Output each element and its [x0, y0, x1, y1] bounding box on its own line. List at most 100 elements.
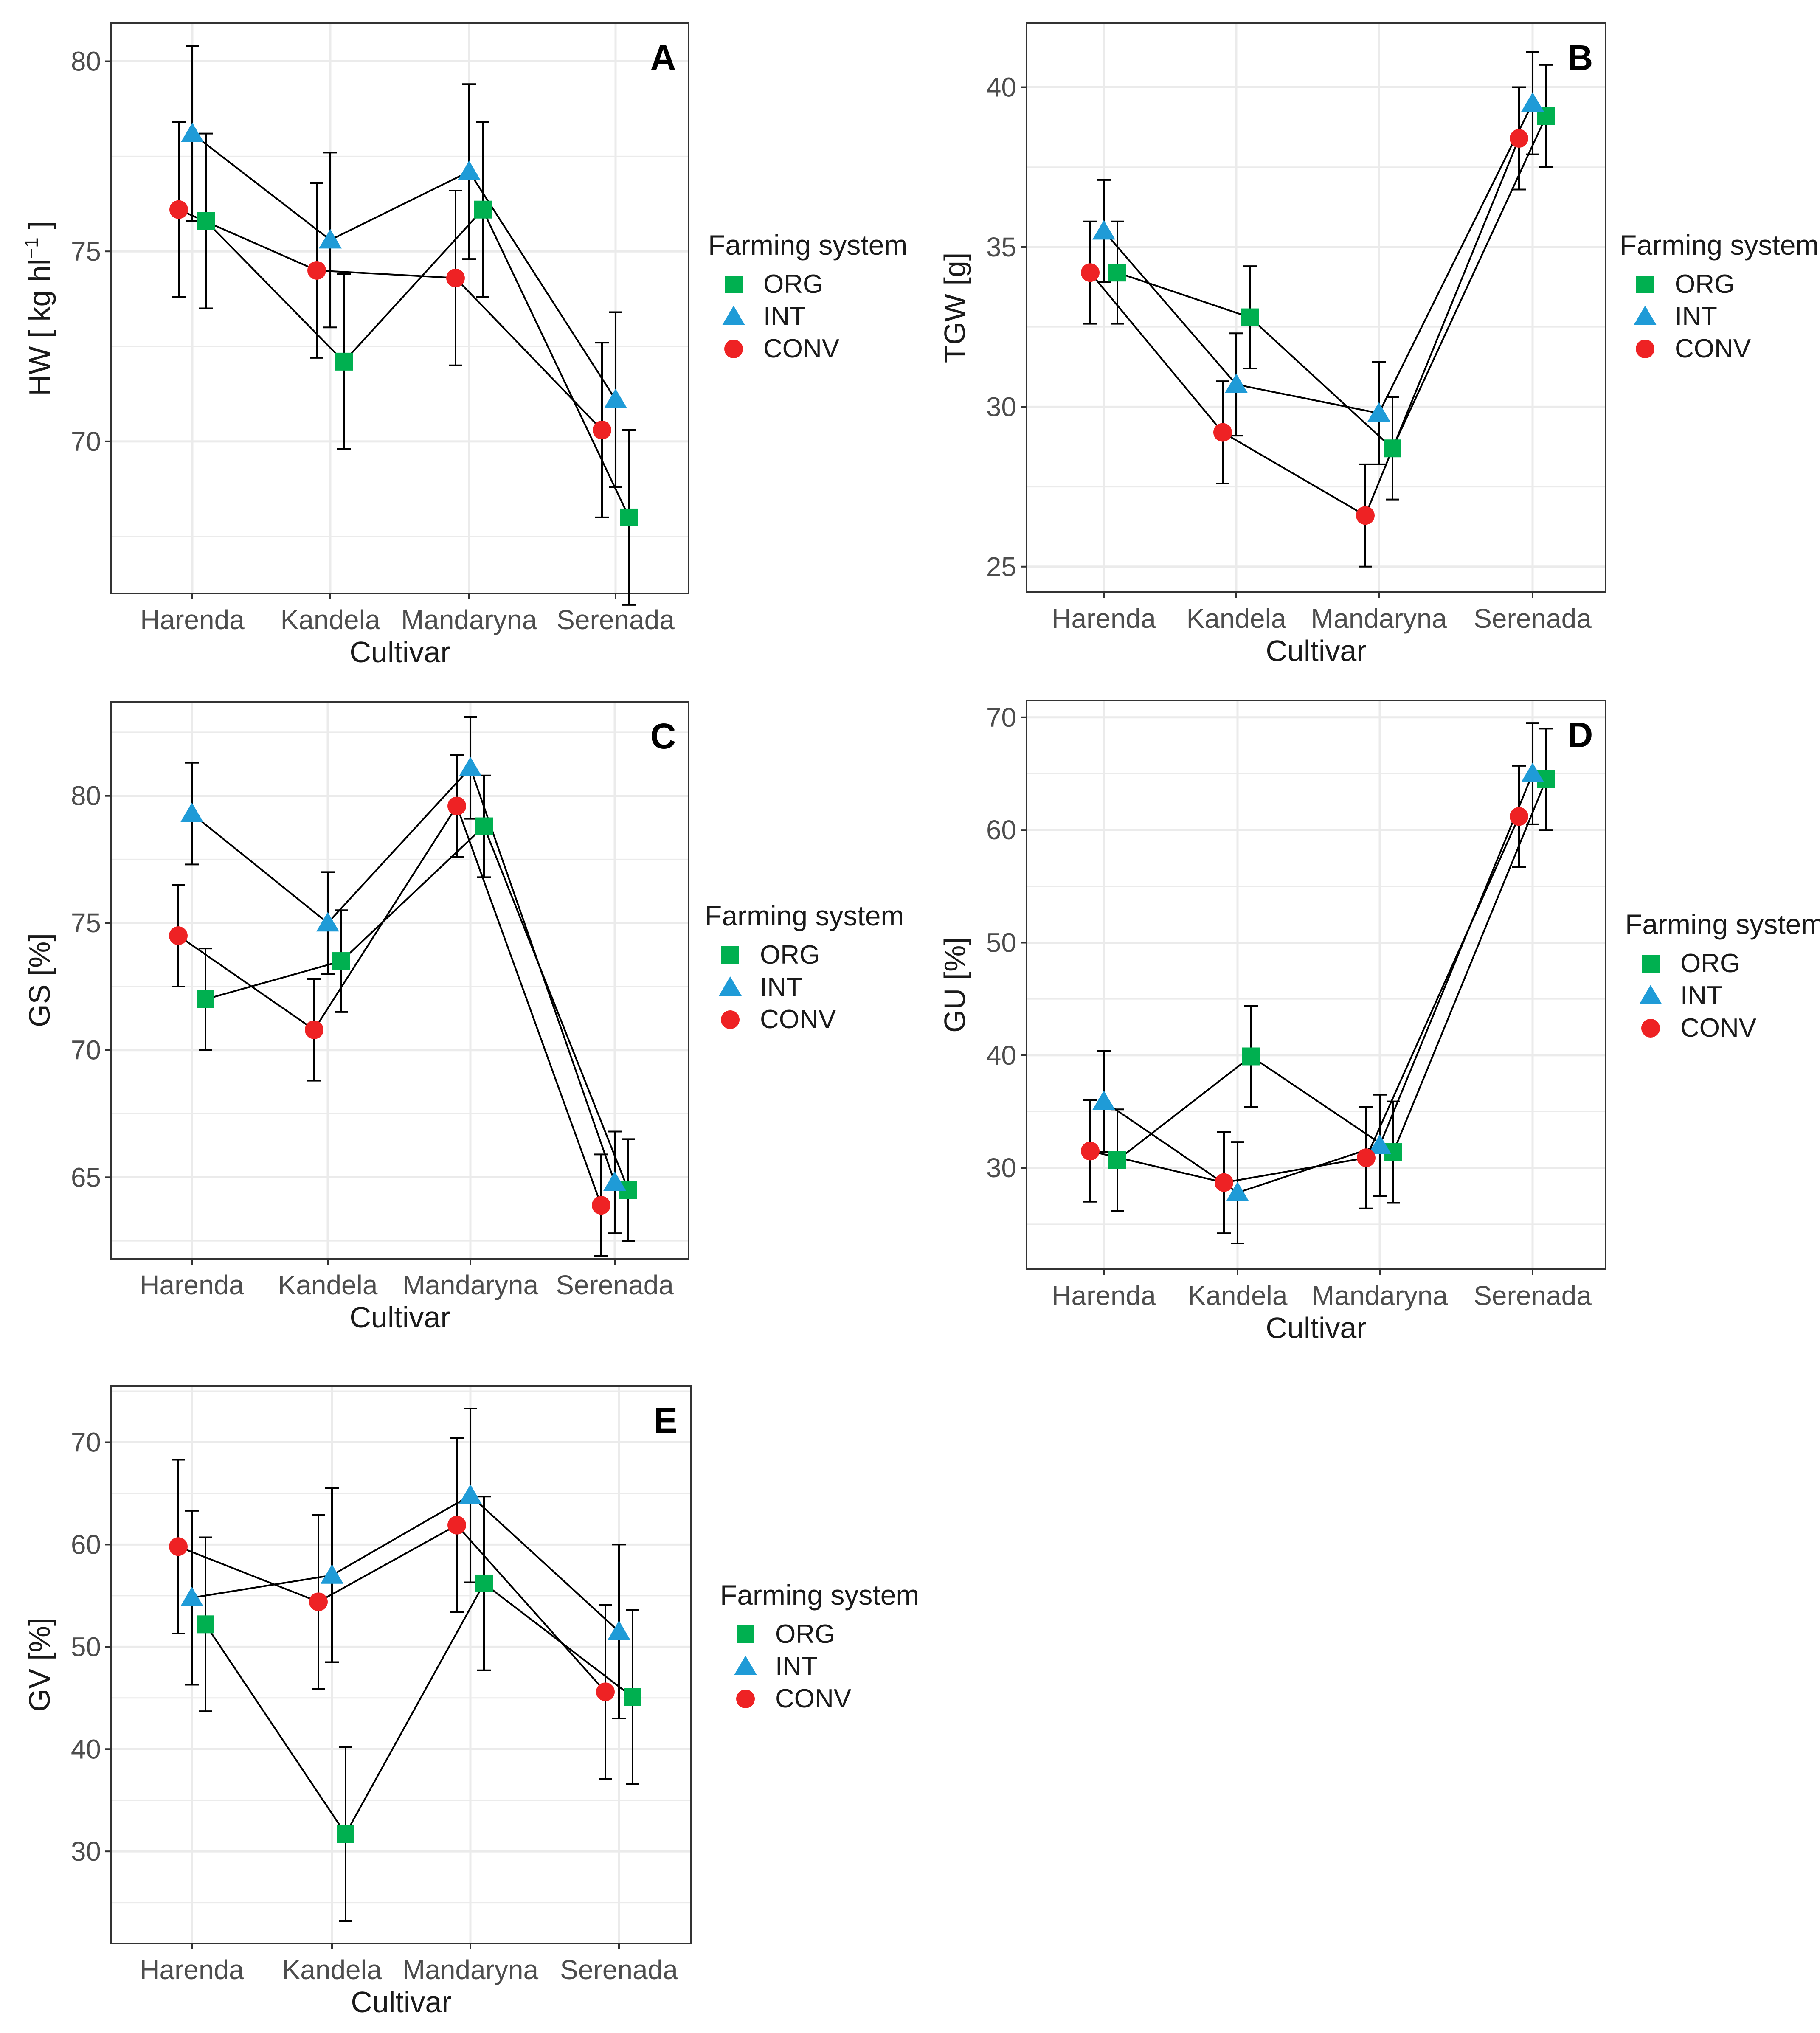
panel-letter: A [650, 38, 676, 78]
x-axis-title: Cultivar [1266, 1311, 1366, 1344]
y-tick-label: 70 [71, 1035, 101, 1066]
chart-panel-E: 30 40 50 60 70 Harenda Kandela Mandaryna Serenad… [23, 1385, 919, 2019]
plot-background [1027, 700, 1606, 1269]
y-tick-label: 30 [71, 1836, 101, 1867]
x-tick-label: Mandaryna [1311, 603, 1447, 634]
data-point-int [608, 1620, 630, 1640]
legend-key-org [1642, 955, 1660, 973]
data-point-int [1092, 220, 1115, 240]
series-line-int [191, 133, 616, 400]
data-point-conv [1215, 1173, 1233, 1192]
legend-key-conv [1636, 340, 1654, 358]
data-point-conv [596, 1682, 615, 1701]
plot-background [1027, 23, 1606, 592]
y-tick-label: 80 [71, 46, 101, 77]
x-tick-label: Kandela [282, 1954, 382, 1985]
series-line-org [1117, 779, 1547, 1161]
x-axis-title: Cultivar [351, 1985, 451, 2019]
data-point-conv [447, 796, 466, 815]
legend-label-int: INT [760, 973, 802, 1002]
series-line-org [1117, 115, 1547, 450]
data-point-int [603, 1171, 626, 1191]
y-axis-superscript: −1 [21, 237, 42, 259]
legend-key-int [1639, 985, 1662, 1004]
x-tick-label: Serenada [556, 1270, 674, 1300]
data-point-conv [593, 421, 611, 440]
x-tick-label: Kandela [1187, 603, 1286, 634]
data-point-conv [1081, 263, 1100, 282]
series-line-int [1103, 103, 1533, 414]
data-point-int [1521, 762, 1544, 782]
legend-key-int [734, 1656, 757, 1675]
data-point-int [321, 1564, 343, 1584]
legend-key-conv [736, 1690, 755, 1708]
data-point-int [181, 122, 204, 142]
legend-title: Farming system [720, 1579, 919, 1611]
y-tick-label: 70 [71, 426, 101, 457]
y-tick-label: 50 [986, 927, 1016, 958]
data-point-org [332, 952, 350, 970]
x-axis-title: Cultivar [349, 1301, 450, 1334]
legend-label-org: ORG [775, 1620, 835, 1649]
series-line-org [205, 208, 630, 518]
x-tick-label: Mandaryna [1312, 1280, 1448, 1311]
y-tick-label: 60 [71, 1529, 101, 1560]
legend-label-conv: CONV [1675, 334, 1751, 363]
plot-frame [110, 22, 689, 594]
legend-key-conv [721, 1010, 740, 1029]
y-tick-label: 65 [71, 1162, 101, 1192]
plot-background [111, 1386, 691, 1943]
legend-label-int: INT [1675, 302, 1717, 331]
y-tick-label: 70 [71, 1427, 101, 1458]
data-point-conv [307, 261, 326, 280]
data-point-org [197, 1615, 214, 1634]
y-axis-title: TGW [g] [938, 253, 971, 363]
plot-frame [110, 701, 689, 1260]
legend-title: Farming system [705, 900, 904, 931]
series-line-int [1103, 773, 1533, 1194]
data-point-conv [592, 1196, 610, 1215]
x-tick-label: Harenda [140, 605, 245, 635]
data-point-int [180, 1586, 203, 1606]
data-point-int [316, 912, 339, 932]
data-point-conv [169, 926, 188, 945]
legend-label-conv: CONV [1680, 1013, 1757, 1043]
y-tick-label: 40 [986, 72, 1016, 103]
data-point-org [475, 1574, 493, 1592]
legend-key-conv [724, 340, 743, 358]
x-tick-label: Kandela [1188, 1280, 1288, 1311]
y-tick-label: 25 [986, 551, 1016, 582]
x-tick-label: Serenada [557, 605, 675, 635]
data-point-conv [1213, 423, 1232, 442]
data-point-int [459, 756, 482, 776]
legend-key-org [721, 946, 739, 964]
y-tick-label: 60 [986, 815, 1016, 845]
data-point-conv [1510, 807, 1528, 826]
legend-label-int: INT [763, 302, 806, 331]
data-point-conv [305, 1020, 323, 1039]
plot-frame [110, 1385, 692, 1944]
legend-title: Farming system [708, 229, 907, 261]
data-point-int [180, 802, 203, 822]
plot-background [111, 702, 689, 1259]
x-tick-label: Serenada [1474, 1280, 1592, 1311]
legend-title: Farming system [1625, 908, 1820, 940]
data-point-int [319, 229, 342, 249]
series-line-conv [178, 1524, 606, 1693]
y-axis-title: GV [%] [23, 1618, 56, 1712]
series-line-conv [1089, 138, 1520, 517]
data-point-org [197, 990, 214, 1008]
x-tick-label: Serenada [560, 1954, 678, 1985]
legend: Farming system ORG INT CONV [708, 229, 907, 363]
x-tick-label: Mandaryna [401, 605, 537, 635]
legend-key-int [1634, 306, 1657, 325]
x-tick-label: Harenda [1052, 1280, 1156, 1311]
legend-key-conv [1641, 1019, 1660, 1038]
x-tick-label: Serenada [1474, 603, 1592, 634]
y-tick-label: 70 [986, 702, 1016, 733]
data-point-org [1384, 439, 1401, 458]
x-axis-title: Cultivar [349, 635, 450, 669]
legend-key-int [719, 976, 742, 996]
y-tick-label: 75 [71, 236, 101, 267]
series-line-int [191, 766, 616, 1183]
